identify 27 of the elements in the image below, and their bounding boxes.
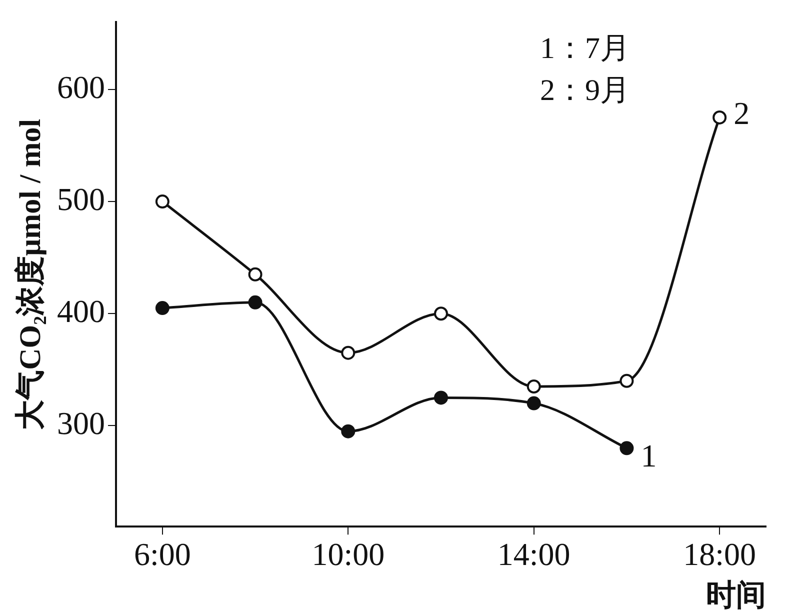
- annotation: 1：7月: [540, 31, 630, 67]
- point: [341, 424, 356, 438]
- point: [155, 301, 170, 316]
- series-label: 1: [640, 438, 657, 474]
- x-tick-label: 14:00: [497, 536, 570, 572]
- x-tick-label: 10:00: [312, 536, 385, 572]
- point: [526, 379, 541, 394]
- point: [434, 390, 448, 405]
- y-tick-label: 400: [57, 293, 105, 330]
- point: [526, 396, 541, 410]
- series-label: 2: [734, 94, 750, 131]
- point: [712, 110, 727, 124]
- point: [155, 194, 170, 209]
- y-axis-title: 大气CO₂浓度μmol / mol: [12, 118, 47, 430]
- point: [248, 267, 262, 282]
- x-tick-label: 18:00: [683, 536, 756, 572]
- point: [341, 346, 356, 360]
- point: [248, 295, 262, 310]
- x-axis-title: 时间: [706, 578, 766, 612]
- point: [434, 306, 448, 321]
- point: [620, 441, 634, 456]
- y-tick-label: 500: [57, 180, 105, 217]
- x-tick-label: 6:00: [134, 536, 191, 572]
- annotation: 2：9月: [540, 73, 630, 109]
- y-tick-label: 300: [57, 405, 105, 442]
- y-tick-label: 600: [57, 68, 105, 105]
- point: [620, 374, 634, 388]
